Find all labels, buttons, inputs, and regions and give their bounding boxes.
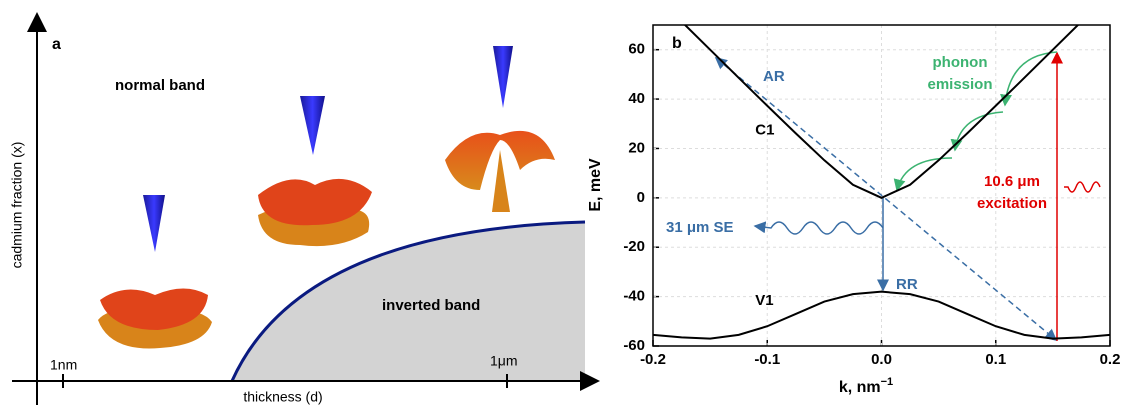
label: inverted band (382, 297, 480, 314)
y-tick-label: 20 (628, 139, 645, 156)
x-label: k, nm−1 (839, 376, 893, 396)
series-line (653, 290, 1110, 340)
annotation: excitation (977, 195, 1047, 212)
inverted-region (232, 222, 585, 381)
x-tick-label: 0.2 (1100, 351, 1121, 368)
x-label-text: k, nm (839, 379, 881, 396)
band-sketch-1 (98, 195, 212, 349)
auger-arrow (714, 57, 1058, 341)
x-tick-label: 0.1 (985, 351, 1006, 368)
label: normal band (115, 77, 205, 94)
y-label: cadmium fraction (x) (9, 142, 25, 269)
series-label: V1 (755, 292, 773, 309)
phonon-arrow (1000, 51, 1058, 107)
panel-label: a (52, 36, 61, 53)
x-label: thickness (d) (243, 389, 322, 405)
boundary (230, 220, 586, 382)
series-line (683, 25, 1080, 199)
y-tick-label: 60 (628, 41, 645, 58)
phonon-arrow (893, 157, 953, 192)
y-tick-label: -40 (623, 288, 645, 305)
x-tick-label: 0.0 (871, 351, 892, 368)
band-sketch-3 (445, 46, 555, 212)
x-label-sup: −1 (881, 376, 894, 388)
x-tick-label: -0.1 (754, 351, 780, 368)
band-sketch-2 (258, 96, 372, 247)
panel-a: a normal band inverted band 1nm 1μm thic… (9, 12, 600, 405)
x-tick-label: -0.2 (640, 351, 666, 368)
annotation: 10.6 μm (984, 173, 1040, 190)
y-tick-label: -20 (623, 238, 645, 255)
annotation: RR (896, 276, 918, 293)
photon (1064, 181, 1101, 193)
plot-frame (652, 24, 1111, 347)
y-tick-label: -60 (623, 337, 645, 354)
tick-label: 1μm (490, 353, 518, 369)
annotation: 31 μm SE (666, 219, 734, 236)
y-label: E, meV (587, 158, 604, 212)
se-arrow (753, 221, 884, 235)
annotation: phonon (933, 54, 988, 71)
y-tick-label: 0 (637, 189, 645, 206)
y-tick-label: 40 (628, 90, 645, 107)
annotation: emission (927, 76, 992, 93)
tick-label: 1nm (50, 357, 77, 373)
series-label: C1 (755, 122, 774, 139)
panel-b: 60 40 20 0 -20 -40 -60 0.2 0.1 0.0 -0.1 -0.2 b k, n… (587, 24, 1121, 396)
annotation: AR (763, 68, 785, 85)
panel-label: b (672, 35, 682, 52)
